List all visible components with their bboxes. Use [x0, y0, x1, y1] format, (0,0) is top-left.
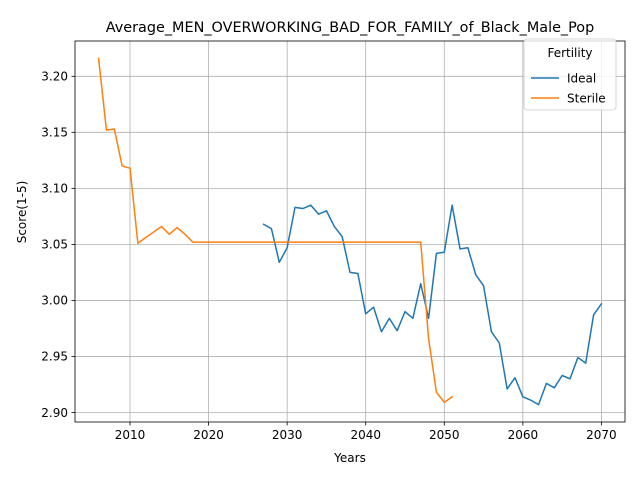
legend: Fertility Ideal Sterile: [523, 38, 617, 111]
x-tick-label: 2070: [586, 428, 617, 442]
x-axis: 2010 2020 2030 2040 2050 2060 2070: [115, 422, 617, 442]
legend-label-ideal: Ideal: [567, 71, 596, 85]
plot-frame: [74, 40, 626, 423]
legend-box: [523, 38, 617, 111]
x-axis-label: Years: [333, 451, 366, 465]
x-tick-label: 2030: [272, 428, 303, 442]
y-tick-label: 3.00: [41, 294, 68, 308]
y-tick-label: 3.20: [41, 70, 68, 84]
legend-label-sterile: Sterile: [567, 91, 606, 105]
y-axis: 2.90 2.95 3.00 3.05 3.10 3.15 3.20: [41, 70, 75, 420]
x-tick-label: 2050: [429, 428, 460, 442]
x-tick-label: 2010: [115, 428, 146, 442]
y-tick-label: 2.90: [41, 406, 68, 420]
legend-title: Fertility: [547, 46, 592, 60]
legend-items: Ideal Sterile: [531, 71, 606, 105]
x-tick-label: 2040: [350, 428, 381, 442]
series-line-sterile: [97, 57, 454, 404]
series-line-ideal: [262, 204, 603, 406]
series-layer: [97, 57, 603, 406]
y-tick-label: 3.10: [41, 182, 68, 196]
y-tick-label: 3.15: [41, 126, 68, 140]
x-tick-label: 2020: [193, 428, 224, 442]
chart-title: Average_MEN_OVERWORKING_BAD_FOR_FAMILY_o…: [106, 20, 594, 36]
y-tick-label: 2.95: [41, 350, 68, 364]
y-axis-label: Score(1-5): [15, 181, 29, 244]
y-tick-label: 3.05: [41, 238, 68, 252]
x-tick-label: 2060: [508, 428, 539, 442]
